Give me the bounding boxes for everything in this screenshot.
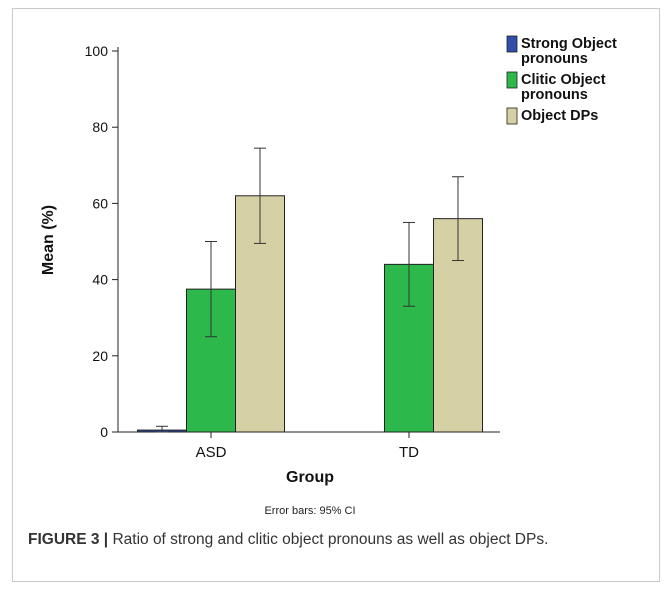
error-bar-note: Error bars: 95% CI <box>264 505 355 517</box>
legend-label: pronouns <box>521 51 588 67</box>
figure-caption-label: FIGURE 3 | <box>28 531 109 548</box>
chart-axes: 0 20 40 60 80 100 ASD TD <box>85 43 500 461</box>
x-axis-label: Group <box>286 469 334 486</box>
legend-swatch <box>506 35 518 53</box>
y-tick-label: 20 <box>92 348 108 364</box>
x-tick-label: ASD <box>196 444 227 461</box>
y-tick-label: 80 <box>92 119 108 135</box>
x-tick-label: TD <box>399 444 419 461</box>
chart-error-bars <box>156 147 464 433</box>
figure-caption: FIGURE 3 | Ratio of strong and clitic ob… <box>28 531 653 549</box>
y-tick-label: 60 <box>92 195 108 211</box>
y-axis-label: Mean (%) <box>40 205 57 275</box>
y-tick-label: 0 <box>100 424 108 440</box>
y-tick-label: 40 <box>92 272 108 288</box>
legend-label: pronouns <box>521 87 588 103</box>
figure-caption-text: Ratio of strong and clitic object pronou… <box>108 531 549 548</box>
legend-label: Object DPs <box>521 108 598 124</box>
legend-label: Strong Object <box>521 36 617 52</box>
y-tick-label: 100 <box>85 43 109 59</box>
legend-swatch <box>506 107 518 125</box>
legend-swatch <box>506 71 518 89</box>
figure-frame <box>12 8 660 582</box>
chart-bars <box>137 195 483 433</box>
legend-label: Clitic Object <box>521 72 606 88</box>
